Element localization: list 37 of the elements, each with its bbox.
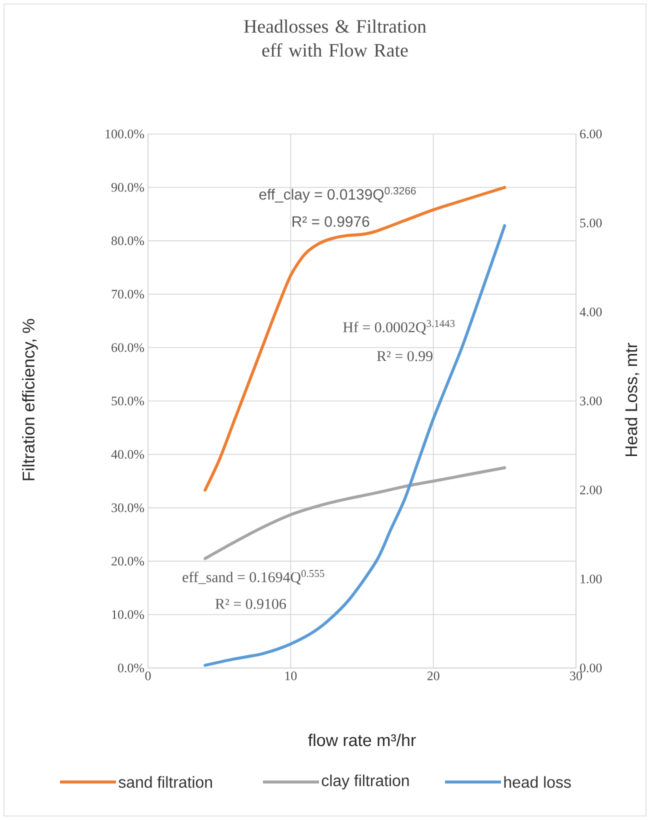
legend-label: clay filtration: [322, 774, 409, 790]
y-tick-label: 40.0%: [111, 450, 144, 459]
x-tick-label: 10: [285, 672, 297, 680]
y2-axis-title: Head Loss, mtr: [624, 342, 640, 456]
legend-label: head loss: [504, 776, 571, 788]
y-tick-label: 10.0%: [112, 610, 144, 619]
line-series: [204, 186, 506, 492]
y-tick-label: 30.0%: [112, 503, 144, 512]
y-tick-label: 90.0%: [111, 183, 144, 192]
annotation: Hf = 0.0002Q$^{3.1443}$: [343, 320, 455, 335]
y-axis-title: Filtration efficiency, %: [22, 319, 38, 480]
x-axis-title: flow rate m³/hr: [308, 734, 416, 746]
y2-tick-label: 4.00: [580, 308, 602, 316]
y-tick-label: 70.0%: [112, 290, 144, 299]
y-tick-label: 50.0%: [112, 396, 144, 406]
annotation: R² = 0.99: [376, 351, 432, 362]
y2-tick-label: 2.00: [580, 486, 602, 494]
y2-tick-label: 1.00: [580, 574, 602, 584]
y-tick-label: 60.0%: [112, 343, 144, 352]
y-tick-label: 20.0%: [112, 556, 144, 566]
y2-tick-label: 0.00: [580, 664, 602, 672]
legend-label: sand filtration: [118, 776, 212, 788]
x-tick-label: 0: [145, 672, 151, 680]
chart-title: Headlosses & Filtration eff with Flow Rate: [244, 20, 426, 57]
y2-tick-label: 6.00: [580, 130, 602, 138]
y2-tick-label: 5.00: [580, 218, 602, 228]
annotation: R² = 0.9106: [215, 598, 286, 609]
y2-tick-label: 3.00: [580, 396, 602, 406]
annotation: eff_sand = 0.1694Q$^{0.555}$: [182, 570, 324, 585]
x-tick-label: 30: [570, 672, 582, 680]
y-tick-label: 100.0%: [106, 130, 144, 138]
annotation: eff_clay = 0.0139Q$^{0.3266}$: [259, 187, 416, 203]
x-tick-label: 20: [427, 672, 440, 680]
y-tick-label: 0.0%: [118, 664, 144, 672]
y-tick-label: 80.0%: [112, 236, 144, 246]
line-series: [204, 466, 506, 560]
annotation: R² = 0.9976: [292, 216, 370, 227]
